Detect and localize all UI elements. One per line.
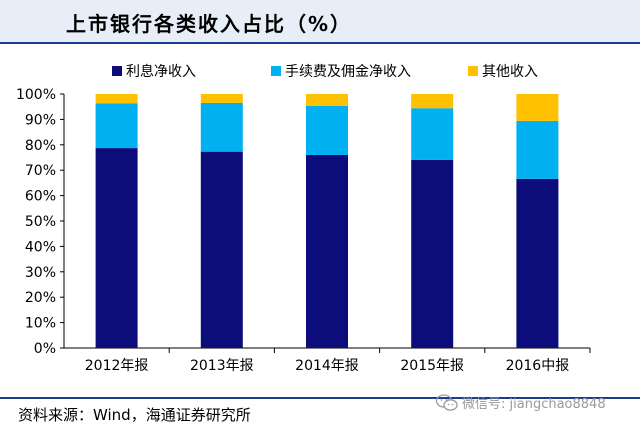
bottom-divider	[0, 397, 640, 399]
y-tick-label: 20%	[25, 290, 56, 306]
bar-segment-2	[306, 105, 348, 155]
watermark-text: 微信号: jiangchao8848	[462, 397, 606, 412]
top-divider	[0, 42, 640, 44]
title-bar: 上市银行各类收入占比（%）	[0, 0, 640, 42]
bar-segment-1	[200, 151, 243, 348]
x-tick-label: 2013年报	[190, 358, 254, 374]
watermark: 微信号: jiangchao8848	[436, 393, 606, 412]
bar-segment-1	[411, 159, 454, 348]
bar-segment-2	[200, 102, 243, 152]
bar-segment-3	[95, 94, 138, 104]
page-title: 上市银行各类收入占比（%）	[66, 12, 353, 36]
y-tick-label: 30%	[25, 265, 56, 281]
y-tick-label: 10%	[25, 316, 56, 332]
legend-swatch	[271, 66, 281, 76]
bar-segment-1	[306, 154, 348, 348]
bar-segment-1	[95, 148, 138, 348]
y-tick-label: 60%	[25, 189, 56, 205]
y-tick-label: 90%	[25, 112, 56, 128]
y-tick-label: 80%	[25, 138, 56, 154]
x-tick-label: 2016中报	[506, 358, 570, 374]
bar-segment-3	[516, 94, 559, 121]
bar-segment-3	[306, 94, 348, 106]
y-tick-label: 50%	[25, 214, 56, 230]
bar-segment-3	[411, 94, 454, 109]
x-tick-label: 2015年报	[400, 358, 464, 374]
y-tick-label: 100%	[16, 87, 56, 103]
bar-segment-3	[200, 94, 243, 103]
y-tick-label: 0%	[34, 341, 56, 357]
x-tick-label: 2012年报	[85, 358, 149, 374]
y-tick-label: 70%	[25, 163, 56, 179]
stacked-bar-chart: 0% 10% 20% 30% 40% 50% 60% 70% 80% 90% 100% 2012年报 2…	[16, 63, 591, 374]
wechat-icon	[436, 393, 458, 411]
legend-swatch	[112, 66, 122, 76]
legend-label: 手续费及佣金净收入	[285, 63, 411, 80]
bar-segment-2	[411, 108, 454, 160]
legend-swatch	[468, 66, 478, 76]
legend-label: 利息净收入	[126, 63, 196, 80]
x-tick-label: 2014年报	[295, 358, 359, 374]
legend-label: 其他收入	[482, 64, 538, 80]
source-note: 资料来源：Wind，海通证券研究所	[18, 406, 251, 424]
bar-segment-2	[95, 103, 138, 149]
bar-segment-1	[516, 178, 559, 348]
y-tick-label: 40%	[25, 239, 56, 255]
bar-segment-2	[516, 120, 559, 179]
